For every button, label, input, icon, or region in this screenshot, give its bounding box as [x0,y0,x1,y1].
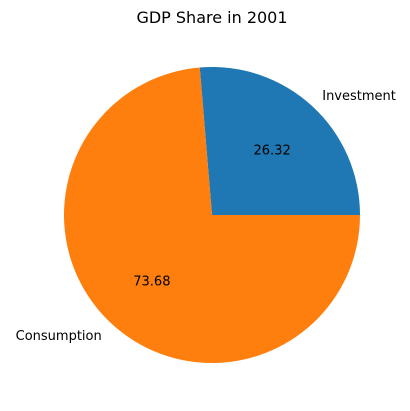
chart-title: GDP Share in 2001 [136,8,287,27]
slice-consumption [64,67,361,364]
slice-label-investment: Investment [322,89,396,104]
slice-value-investment: 26.32 [254,144,291,159]
pie-labels: Investment 26.32 Consumption 73.68 [16,89,396,344]
pie-slices [64,66,361,364]
slice-label-consumption: Consumption [16,329,102,344]
slice-investment [199,66,360,215]
slice-value-consumption: 73.68 [133,274,170,289]
